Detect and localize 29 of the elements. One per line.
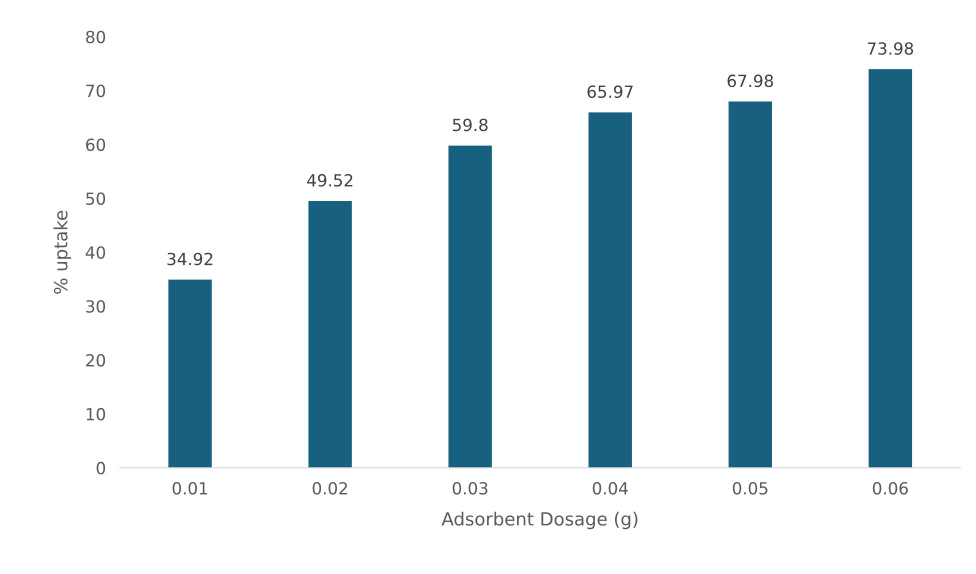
y-tick-label: 40 <box>86 246 106 259</box>
y-tick-label: 10 <box>86 408 106 420</box>
data-label: 34.92 <box>167 252 212 266</box>
y-tick-label: 30 <box>86 300 106 313</box>
x-axis-title: Adsorbent Dosage (g) <box>442 512 638 530</box>
y-tick-label: 20 <box>86 354 106 367</box>
y-axis-title: % uptake <box>54 210 72 294</box>
bar <box>168 280 212 468</box>
data-label: 65.97 <box>588 85 633 98</box>
bar <box>308 200 352 468</box>
x-tick-label: 0.02 <box>312 482 348 495</box>
x-tick-label: 0.06 <box>872 482 908 495</box>
x-tick-label: 0.05 <box>732 482 768 495</box>
data-label: 73.98 <box>868 42 914 55</box>
y-tick-label: 80 <box>86 30 106 44</box>
y-tick-label: 0 <box>96 462 106 474</box>
bar <box>728 102 772 468</box>
data-label: 59.8 <box>452 118 488 132</box>
x-tick-label: 0.01 <box>172 482 208 495</box>
bar <box>588 112 632 468</box>
y-tick-label: 60 <box>86 138 106 152</box>
data-label: 49.52 <box>307 174 352 187</box>
y-tick-label: 70 <box>86 84 106 98</box>
bar <box>448 146 492 468</box>
bar <box>868 69 912 468</box>
y-tick-label: 50 <box>86 192 106 205</box>
data-label: 67.98 <box>728 74 774 88</box>
x-tick-label: 0.04 <box>592 482 628 495</box>
x-tick-label: 0.03 <box>452 482 488 495</box>
